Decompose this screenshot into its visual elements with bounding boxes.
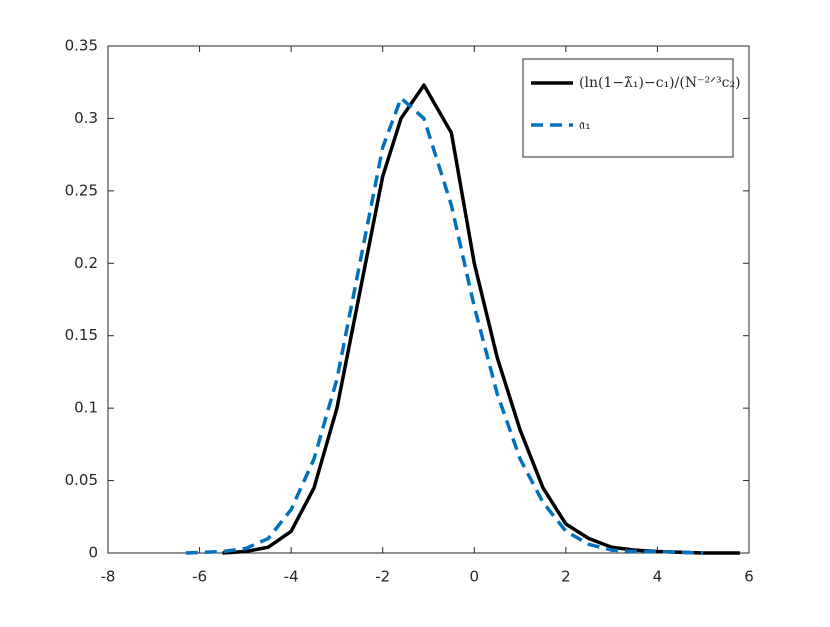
y-tick-label: 0 <box>88 544 98 562</box>
x-tick-label: 0 <box>470 568 480 586</box>
plot-box <box>107 45 750 554</box>
x-tick-label: 6 <box>744 568 754 586</box>
series-line <box>185 96 704 555</box>
y-tick-label: 0.2 <box>74 254 98 272</box>
y-tick-label: 0.35 <box>65 37 98 55</box>
legend-box <box>522 58 734 158</box>
y-tick-label: 0.05 <box>65 471 98 489</box>
series-line <box>222 83 740 555</box>
x-tick-label: -2 <box>375 568 390 586</box>
y-tick-label: 0.25 <box>65 181 98 199</box>
x-tick-label: 2 <box>561 568 571 586</box>
x-tick-label: -8 <box>101 568 116 586</box>
y-tick-label: 0.15 <box>65 326 98 344</box>
x-tick-label: -4 <box>284 568 299 586</box>
legend-label: 𝔞₁ <box>579 117 591 133</box>
y-tick-label: 0.1 <box>74 399 98 417</box>
legend-label: (ln(1−λ̃₁)−c₁)/(N⁻²ᐟ³c₂) <box>579 75 741 91</box>
x-tick-label: -6 <box>192 568 207 586</box>
y-tick-label: 0.3 <box>74 109 98 127</box>
x-tick-label: 4 <box>653 568 663 586</box>
